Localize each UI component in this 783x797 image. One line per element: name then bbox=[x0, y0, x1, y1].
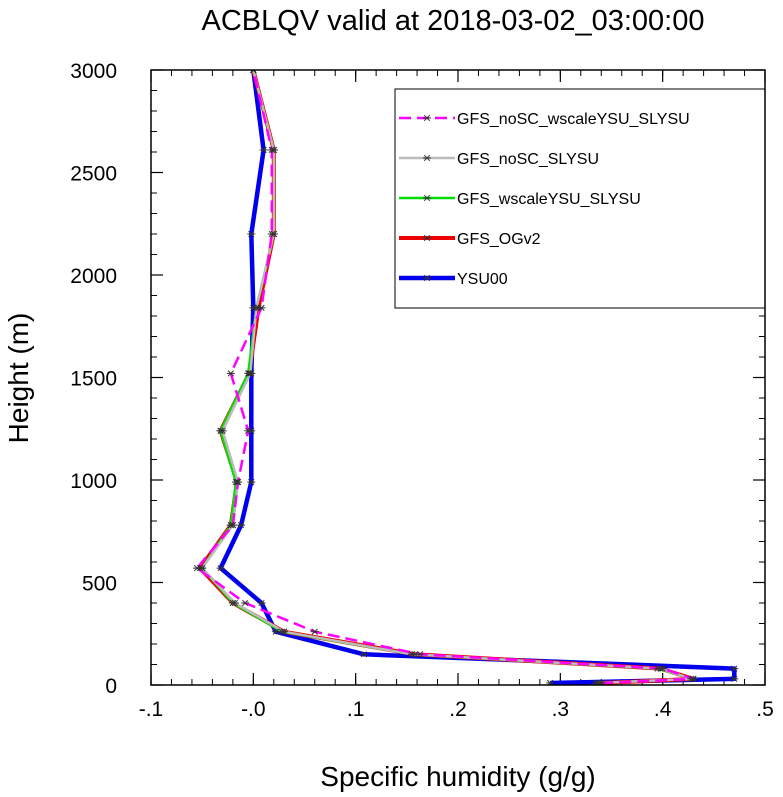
data-point-ysu00 bbox=[359, 651, 368, 658]
y-tick-label: 500 bbox=[82, 573, 117, 596]
data-point-gfs-ogv2 bbox=[232, 478, 241, 486]
series-line-gfs-nosc-wscaleysu-slysu bbox=[195, 70, 695, 685]
data-point-gfs-ogv2 bbox=[656, 665, 665, 672]
legend-label-ysu00: YSU00 bbox=[457, 271, 508, 288]
data-point-ysu00 bbox=[247, 478, 256, 486]
data-point-gfs-ogv2 bbox=[216, 427, 225, 434]
data-point-ysu00 bbox=[249, 304, 258, 311]
y-axis: 0 500 1000 1500 2000 2500 3000 bbox=[70, 60, 765, 698]
data-point-gfs-ogv2 bbox=[226, 521, 235, 529]
legend-label-gfs-ogv2: GFS_OGv2 bbox=[457, 231, 541, 248]
data-point-gfs-ogv2 bbox=[280, 628, 289, 635]
data-point-ysu00 bbox=[730, 675, 739, 683]
data-point-ysu00 bbox=[216, 564, 225, 572]
series-group bbox=[193, 70, 739, 685]
data-point-ysu00 bbox=[259, 146, 268, 154]
data-point-gfs-nosc-wscaleysu-slysu bbox=[241, 599, 250, 607]
data-point-gfs-ogv2 bbox=[689, 675, 698, 683]
data-point-ysu00 bbox=[730, 665, 739, 672]
data-point-gfs-ogv2 bbox=[269, 230, 278, 238]
data-point-ysu00 bbox=[257, 599, 266, 607]
y-tick-label: 1000 bbox=[70, 470, 117, 493]
data-point-ysu00 bbox=[249, 70, 258, 74]
x-tick-label: .4 bbox=[654, 698, 672, 721]
data-point-gfs-nosc-wscaleysu-slysu bbox=[310, 628, 319, 635]
x-tick-label: -.1 bbox=[139, 698, 164, 721]
legend-label-gfs-nosc-slysu: GFS_noSC_SLYSU bbox=[457, 151, 599, 168]
data-point-gfs-ogv2 bbox=[269, 146, 278, 154]
x-tick-label: .2 bbox=[449, 698, 467, 721]
y-tick-label: 0 bbox=[105, 675, 117, 698]
data-point-ysu00 bbox=[247, 370, 256, 377]
y-tick-label: 1500 bbox=[70, 368, 117, 391]
data-point-ysu00 bbox=[237, 521, 246, 529]
data-point-gfs-ogv2 bbox=[411, 651, 420, 658]
y-tick-label: 2500 bbox=[70, 163, 117, 186]
data-point-ysu00 bbox=[247, 230, 256, 238]
data-point-gfs-ogv2 bbox=[196, 564, 205, 572]
data-point-ysu00 bbox=[247, 427, 256, 434]
x-tick-label: .3 bbox=[552, 698, 570, 721]
x-axis-label: Specific humidity (g/g) bbox=[320, 761, 595, 792]
data-point-gfs-nosc-wscaleysu-slysu bbox=[226, 370, 235, 377]
x-tick-label: .1 bbox=[347, 698, 365, 721]
plot-frame bbox=[150, 69, 766, 686]
y-tick-label: 3000 bbox=[70, 60, 117, 83]
x-tick-label: .5 bbox=[756, 698, 774, 721]
x-tick-label: -.0 bbox=[241, 698, 266, 721]
legend-label-gfs-nosc-wscaleysu-slysu: GFS_noSC_wscaleYSU_SLYSU bbox=[457, 111, 690, 128]
y-tick-label: 2000 bbox=[70, 265, 117, 288]
legend-box bbox=[394, 88, 766, 309]
legend-label-gfs-wscaleysu-slysu: GFS_wscaleYSU_SLYSU bbox=[457, 191, 641, 208]
y-axis-label: Height (m) bbox=[3, 313, 34, 444]
chart-title: ACBLQV valid at 2018-03-02_03:00:00 bbox=[201, 5, 704, 37]
legend: GFS_noSC_wscaleYSU_SLYSU GFS_noSC_SLYSU GF… bbox=[394, 88, 766, 309]
data-point-gfs-ogv2 bbox=[228, 599, 237, 607]
data-point-ysu00 bbox=[271, 628, 280, 635]
